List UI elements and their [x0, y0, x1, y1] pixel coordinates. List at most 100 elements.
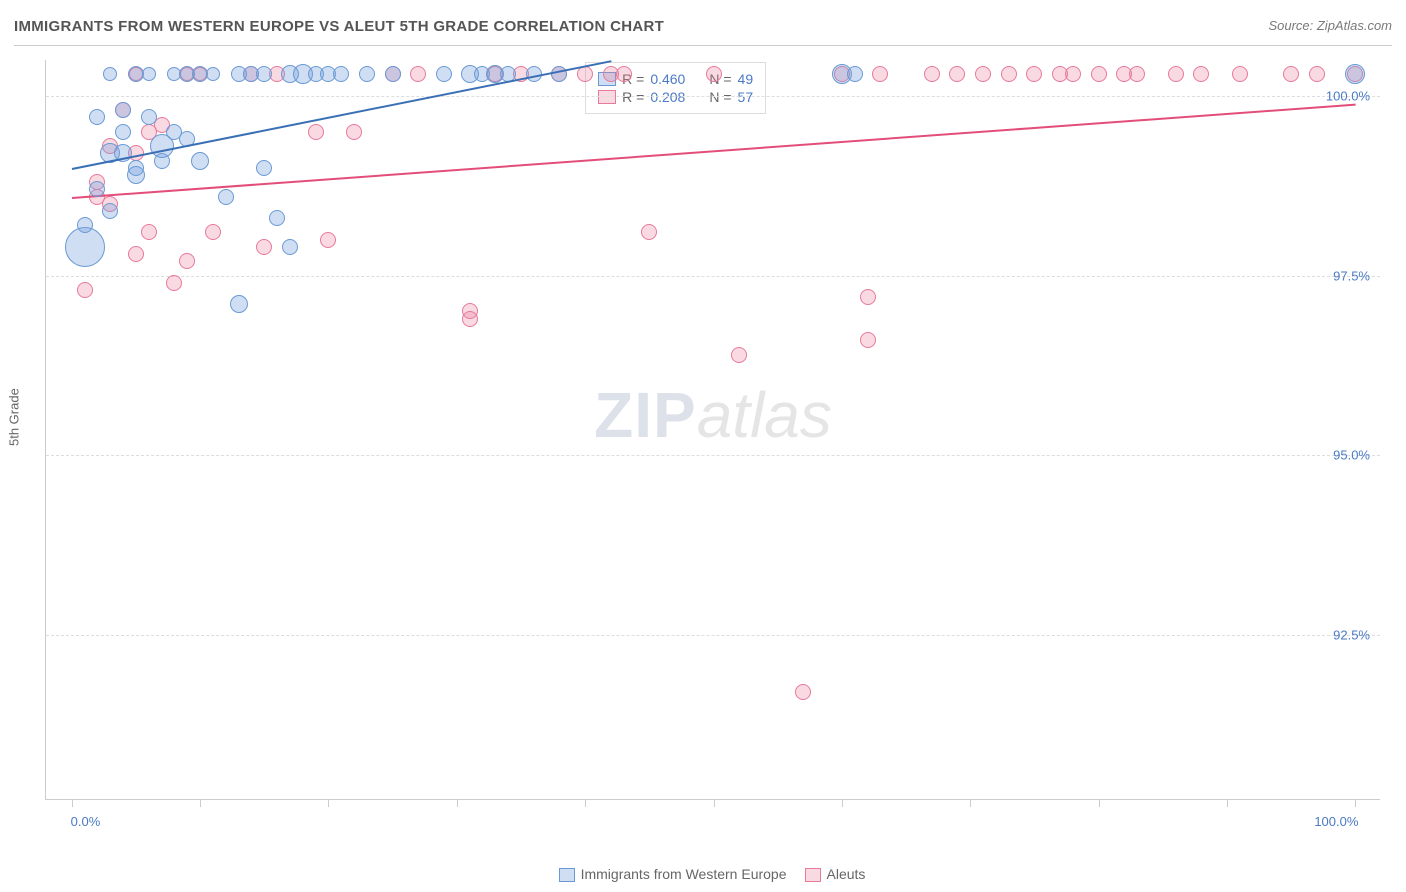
- legend-series-label: Aleuts: [827, 866, 866, 882]
- scatter-point-blue: [436, 66, 452, 82]
- scatter-point-pink: [731, 347, 747, 363]
- x-tick-mark: [970, 799, 971, 807]
- scatter-point-pink: [616, 66, 632, 82]
- scatter-point-pink: [320, 232, 336, 248]
- x-tick-mark: [1355, 799, 1356, 807]
- watermark-zip: ZIP: [594, 379, 697, 451]
- y-tick-label: 95.0%: [1333, 448, 1370, 463]
- scatter-point-pink: [975, 66, 991, 82]
- scatter-point-pink: [346, 124, 362, 140]
- legend-bottom: Immigrants from Western Europe Aleuts: [0, 866, 1406, 882]
- watermark-atlas: atlas: [697, 379, 832, 451]
- scatter-point-pink: [1091, 66, 1107, 82]
- y-tick-label: 92.5%: [1333, 627, 1370, 642]
- scatter-point-pink: [1001, 66, 1017, 82]
- scatter-point-blue: [230, 295, 248, 313]
- scatter-point-pink: [1026, 66, 1042, 82]
- legend-swatch: [805, 868, 821, 882]
- scatter-point-blue: [256, 160, 272, 176]
- x-tick-mark: [714, 799, 715, 807]
- legend-swatch: [559, 868, 575, 882]
- y-tick-label: 100.0%: [1326, 88, 1370, 103]
- gridline-horizontal: [46, 276, 1380, 277]
- scatter-point-blue: [269, 210, 285, 226]
- scatter-point-pink: [1309, 66, 1325, 82]
- scatter-point-blue: [102, 203, 118, 219]
- scatter-point-pink: [141, 224, 157, 240]
- scatter-point-pink: [1232, 66, 1248, 82]
- title-bar: IMMIGRANTS FROM WESTERN EUROPE VS ALEUT …: [14, 18, 1392, 46]
- scatter-point-pink: [1168, 66, 1184, 82]
- scatter-point-pink: [641, 224, 657, 240]
- scatter-point-blue: [282, 239, 298, 255]
- x-tick-mark: [842, 799, 843, 807]
- gridline-horizontal: [46, 96, 1380, 97]
- source-label: Source: ZipAtlas.com: [1268, 18, 1392, 33]
- scatter-point-blue: [218, 189, 234, 205]
- scatter-point-blue: [115, 124, 131, 140]
- gridline-horizontal: [46, 635, 1380, 636]
- trend-line-pink: [72, 103, 1356, 198]
- scatter-point-pink: [924, 66, 940, 82]
- scatter-point-pink: [308, 124, 324, 140]
- x-tick-mark: [457, 799, 458, 807]
- legend-r-label: R =: [622, 89, 644, 105]
- scatter-point-pink: [77, 282, 93, 298]
- plot-area: ZIPatlas R = 0.460N = 49R = 0.208N = 57 …: [45, 60, 1380, 800]
- scatter-point-blue: [115, 102, 131, 118]
- scatter-point-pink: [1129, 66, 1145, 82]
- scatter-point-blue: [89, 181, 105, 197]
- x-tick-mark: [585, 799, 586, 807]
- scatter-point-pink: [949, 66, 965, 82]
- scatter-point-pink: [256, 239, 272, 255]
- x-tick-mark: [72, 799, 73, 807]
- scatter-point-pink: [706, 66, 722, 82]
- scatter-point-blue: [77, 217, 93, 233]
- scatter-point-pink: [577, 66, 593, 82]
- y-tick-label: 97.5%: [1333, 268, 1370, 283]
- scatter-point-blue: [256, 66, 272, 82]
- scatter-point-pink: [179, 253, 195, 269]
- legend-n-label: N =: [709, 89, 731, 105]
- legend-n-value: 49: [738, 71, 754, 87]
- scatter-point-pink: [860, 289, 876, 305]
- scatter-point-blue: [333, 66, 349, 82]
- scatter-point-blue: [142, 67, 156, 81]
- scatter-point-pink: [166, 275, 182, 291]
- scatter-point-blue: [191, 152, 209, 170]
- legend-n-value: 57: [738, 89, 754, 105]
- x-tick-label: 100.0%: [1314, 814, 1358, 829]
- scatter-point-pink: [1283, 66, 1299, 82]
- legend-r-value: 0.208: [650, 89, 685, 105]
- scatter-point-pink: [1065, 66, 1081, 82]
- x-tick-mark: [200, 799, 201, 807]
- scatter-point-pink: [1193, 66, 1209, 82]
- legend-r-value: 0.460: [650, 71, 685, 87]
- scatter-point-blue: [128, 160, 144, 176]
- scatter-point-pink: [205, 224, 221, 240]
- y-axis-title: 5th Grade: [7, 388, 22, 446]
- watermark: ZIPatlas: [594, 378, 832, 452]
- scatter-point-blue: [103, 67, 117, 81]
- scatter-point-blue: [141, 109, 157, 125]
- legend-swatch: [598, 90, 616, 104]
- chart-title: IMMIGRANTS FROM WESTERN EUROPE VS ALEUT …: [14, 18, 664, 35]
- scatter-point-blue: [206, 67, 220, 81]
- scatter-point-pink: [795, 684, 811, 700]
- scatter-point-blue: [89, 109, 105, 125]
- x-tick-mark: [1099, 799, 1100, 807]
- scatter-point-pink: [462, 311, 478, 327]
- x-tick-mark: [328, 799, 329, 807]
- x-tick-label: 0.0%: [71, 814, 101, 829]
- scatter-point-pink: [410, 66, 426, 82]
- scatter-point-blue: [847, 66, 863, 82]
- scatter-point-pink: [128, 246, 144, 262]
- scatter-point-blue: [359, 66, 375, 82]
- scatter-point-blue: [1345, 64, 1365, 84]
- scatter-point-blue: [385, 66, 401, 82]
- legend-correlation-row: R = 0.208 N = 57: [598, 89, 753, 105]
- scatter-point-pink: [872, 66, 888, 82]
- scatter-point-pink: [860, 332, 876, 348]
- legend-series-label: Immigrants from Western Europe: [581, 866, 787, 882]
- gridline-horizontal: [46, 455, 1380, 456]
